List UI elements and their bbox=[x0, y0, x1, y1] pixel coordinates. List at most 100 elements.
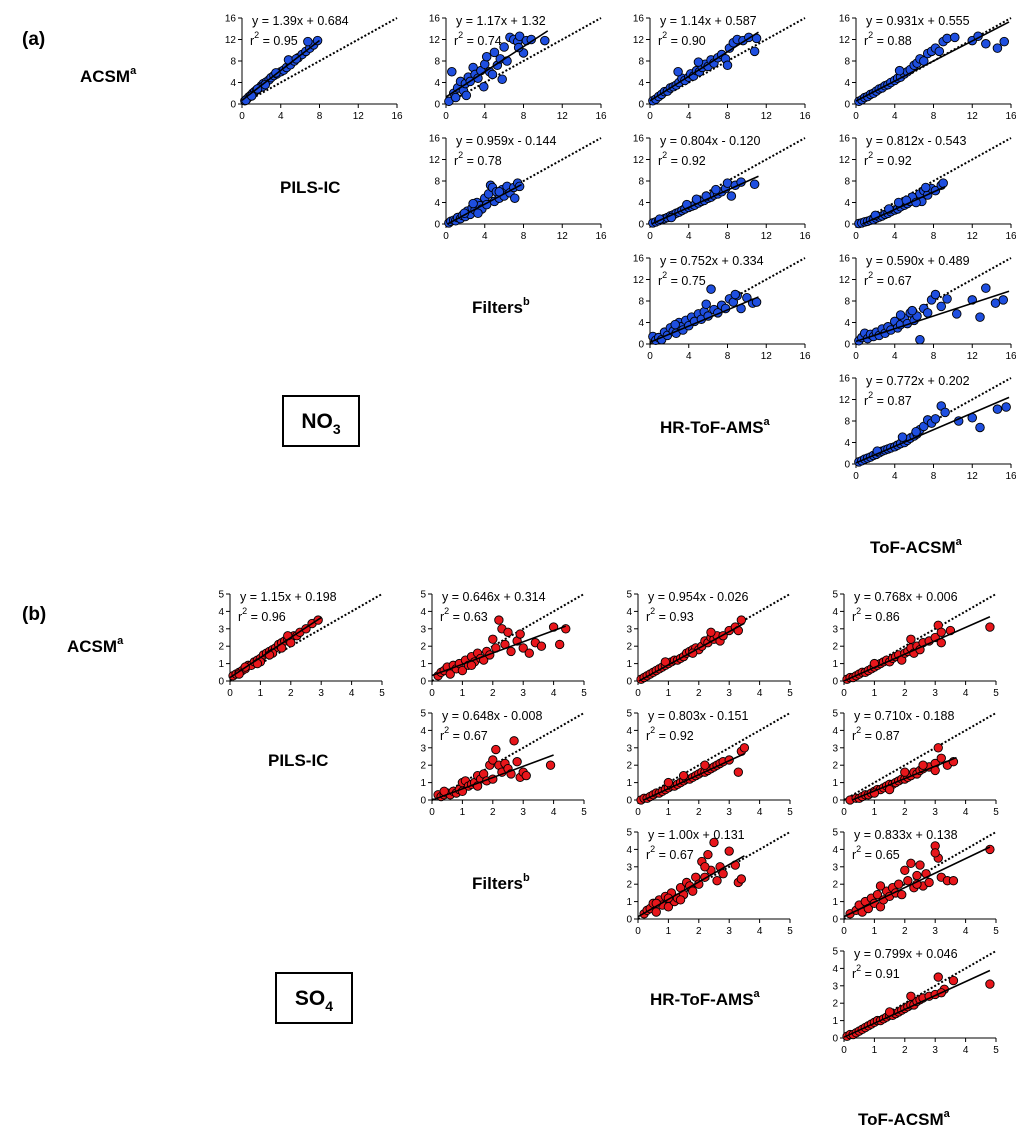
x-tick-label: 2 bbox=[490, 688, 496, 699]
x-tick-label: 0 bbox=[443, 231, 449, 242]
x-tick-label: 12 bbox=[967, 471, 979, 482]
y-tick-label: 4 bbox=[844, 318, 850, 329]
r-squared: r2 = 0.75 bbox=[658, 270, 706, 288]
y-tick-label: 12 bbox=[429, 155, 441, 166]
fit-equation: y = 1.39x + 0.684 bbox=[252, 14, 349, 28]
scatter-plot-so4-r3c3: 00 1 1 2 2 3 3 4 4 5 5 y = 0.799x + 0.046 r2 = 0.91 bbox=[832, 947, 999, 1057]
y-tick-label: 0 bbox=[230, 100, 236, 111]
y-tick-label: 5 bbox=[832, 590, 838, 601]
data-point bbox=[703, 849, 713, 860]
x-tick-label: 4 bbox=[278, 111, 284, 122]
y-tick-label: 0 bbox=[638, 100, 644, 111]
y-tick-label: 12 bbox=[839, 275, 851, 286]
data-point bbox=[518, 643, 528, 653]
x-tick-label: 0 bbox=[647, 351, 653, 362]
label-hrtof-a: HR-ToF-AMSa bbox=[660, 416, 771, 437]
data-point bbox=[481, 51, 492, 62]
data-point bbox=[930, 848, 940, 858]
data-point bbox=[447, 66, 457, 77]
data-point bbox=[930, 414, 941, 424]
data-point bbox=[936, 301, 947, 312]
data-point bbox=[924, 877, 934, 888]
data-point bbox=[992, 43, 1003, 53]
one-to-one-line bbox=[241, 17, 398, 105]
data-point bbox=[509, 736, 519, 746]
y-tick-label: 0 bbox=[832, 1034, 838, 1045]
fit-line bbox=[855, 396, 1010, 464]
scatter-plot-so4-r0c0: 00 1 1 2 2 3 3 4 4 5 5 y = 1.15x + 0.198 r2 = 0.96 bbox=[218, 590, 385, 700]
data-point bbox=[938, 178, 948, 188]
x-tick-label: 4 bbox=[686, 351, 692, 362]
y-tick-label: 8 bbox=[638, 57, 644, 68]
data-point bbox=[934, 46, 945, 57]
fit-line bbox=[651, 175, 759, 225]
data-point bbox=[950, 32, 960, 43]
data-point bbox=[510, 193, 520, 203]
y-tick-label: 5 bbox=[626, 828, 632, 839]
x-tick-label: 8 bbox=[931, 111, 937, 122]
scatter-plot-no3-r1c2: 00 4 4 8 8 12 12 16 16 y = 0.804x - 0.120 r2 = 0.9… bbox=[633, 134, 811, 243]
x-tick-label: 12 bbox=[557, 231, 569, 242]
x-tick-label: 16 bbox=[1005, 351, 1016, 362]
y-tick-label: 8 bbox=[844, 57, 850, 68]
y-tick-label: 8 bbox=[230, 57, 236, 68]
data-point bbox=[260, 79, 271, 90]
data-point bbox=[555, 639, 565, 650]
data-point bbox=[998, 295, 1009, 305]
scatter-plot-no3-r0c0: 00 4 4 8 8 12 12 16 16 y = 1.39x + 0.684 r2 = 0.95 bbox=[225, 14, 403, 123]
scatter-plot-so4-r2c2: 00 1 1 2 2 3 3 4 4 5 5 y = 1.00x + 0.131 r2 = 0.67 bbox=[626, 828, 793, 938]
data-point bbox=[673, 66, 683, 77]
fit-line bbox=[445, 30, 549, 98]
y-tick-label: 4 bbox=[638, 78, 644, 89]
panel-b-label: (b) bbox=[22, 604, 46, 625]
y-tick-label: 1 bbox=[218, 659, 224, 670]
y-tick-label: 0 bbox=[844, 460, 850, 471]
data-point bbox=[670, 319, 680, 330]
x-tick-label: 5 bbox=[993, 1045, 999, 1056]
data-point bbox=[903, 876, 913, 886]
x-tick-label: 8 bbox=[725, 111, 731, 122]
x-tick-label: 16 bbox=[799, 351, 811, 362]
x-tick-label: 1 bbox=[872, 688, 878, 699]
y-tick-label: 4 bbox=[218, 607, 224, 618]
fit-equation: y = 1.17x + 1.32 bbox=[456, 14, 546, 28]
fit-equation: y = 0.710x - 0.188 bbox=[854, 709, 954, 723]
x-tick-label: 16 bbox=[595, 231, 607, 242]
x-tick-label: 4 bbox=[757, 688, 763, 699]
fit-line bbox=[855, 21, 1010, 102]
x-tick-label: 0 bbox=[853, 471, 859, 482]
data-point bbox=[489, 47, 500, 58]
y-tick-label: 0 bbox=[638, 340, 644, 351]
y-tick-label: 2 bbox=[218, 642, 224, 653]
data-point bbox=[678, 770, 689, 781]
fit-line bbox=[649, 31, 759, 102]
x-tick-label: 4 bbox=[757, 926, 763, 937]
r-squared: r2 = 0.65 bbox=[852, 844, 900, 862]
data-point bbox=[514, 31, 525, 42]
data-point bbox=[488, 755, 498, 765]
x-tick-label: 8 bbox=[521, 231, 527, 242]
r-squared: r2 = 0.96 bbox=[238, 606, 286, 624]
fit-equation: y = 0.931x + 0.555 bbox=[866, 14, 970, 28]
y-tick-label: 16 bbox=[633, 134, 645, 145]
x-tick-label: 2 bbox=[696, 926, 702, 937]
data-point bbox=[894, 879, 904, 889]
label-acsm-a: ACSMa bbox=[80, 65, 137, 86]
y-tick-label: 4 bbox=[638, 318, 644, 329]
data-point bbox=[722, 60, 733, 71]
data-point bbox=[900, 865, 910, 875]
x-tick-label: 0 bbox=[853, 231, 859, 242]
x-tick-label: 1 bbox=[666, 807, 672, 818]
label-acsm-b: ACSMa bbox=[67, 635, 124, 656]
y-tick-label: 16 bbox=[839, 374, 851, 385]
y-tick-label: 3 bbox=[832, 624, 838, 635]
y-tick-label: 16 bbox=[839, 254, 851, 265]
r-squared: r2 = 0.90 bbox=[658, 30, 706, 48]
data-point bbox=[536, 641, 547, 651]
y-tick-label: 5 bbox=[420, 709, 426, 720]
scatter-plot-no3-r2c2: 00 4 4 8 8 12 12 16 16 y = 0.752x + 0.334 r2 = 0.7… bbox=[633, 254, 811, 363]
x-tick-label: 5 bbox=[787, 807, 793, 818]
data-point bbox=[942, 33, 952, 44]
y-tick-label: 4 bbox=[832, 845, 838, 856]
